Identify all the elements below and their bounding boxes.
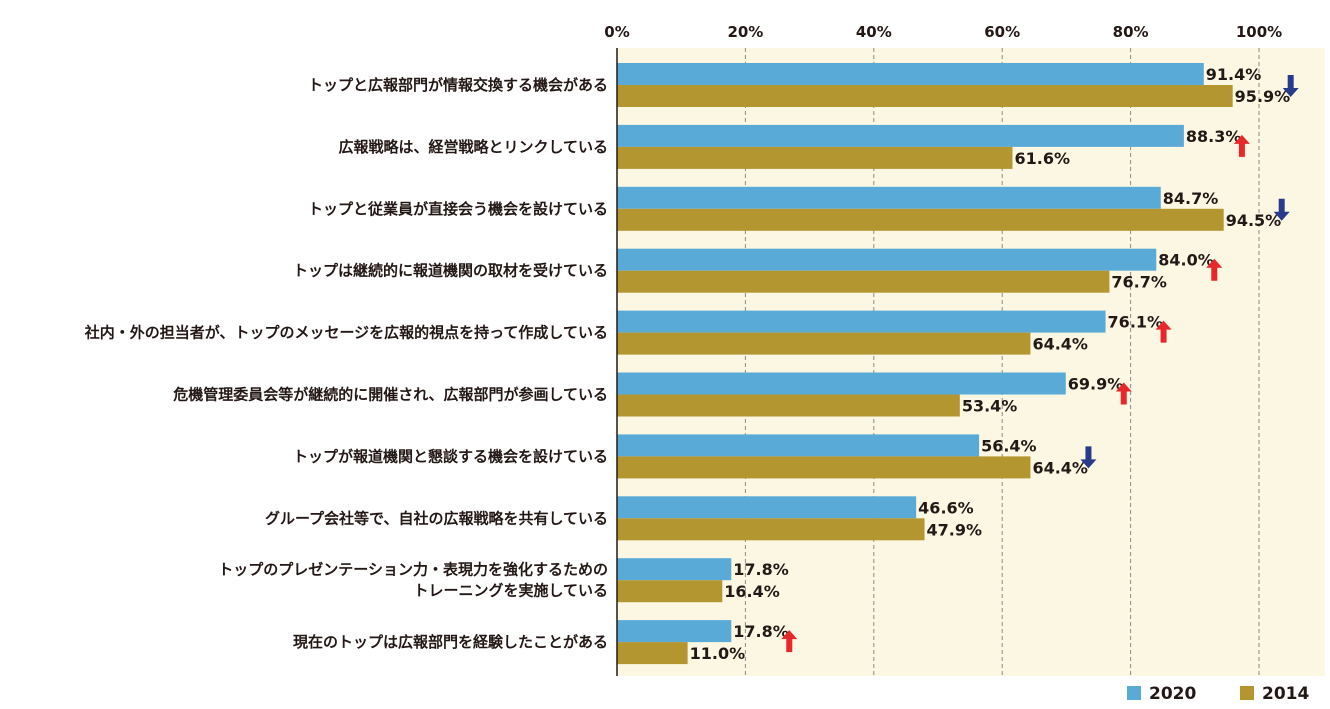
x-tick-label: 100% [1236, 23, 1282, 41]
bar-2020 [617, 558, 732, 581]
bar-2020 [617, 186, 1161, 209]
data-label-2014: 94.5% [1226, 211, 1282, 230]
category-label: 危機管理委員会等が継続的に開催され、広報部門が参画している [173, 386, 608, 404]
category-label: トップのプレゼンテーション力・表現力を強化するための [218, 561, 608, 579]
legend-swatch-2014 [1240, 686, 1254, 700]
x-tick-label: 60% [984, 23, 1020, 41]
bar-2014 [617, 394, 960, 417]
arrow-down-icon [1282, 75, 1299, 97]
category-label: 現在のトップは広報部門を経験したことがある [293, 633, 608, 651]
bar-2020 [617, 496, 917, 519]
data-label-2014: 11.0% [690, 644, 746, 663]
data-label-2020: 84.7% [1163, 189, 1219, 208]
data-label-2014: 53.4% [962, 397, 1018, 416]
data-label-2020: 91.4% [1206, 65, 1262, 84]
data-label-2020: 84.0% [1158, 251, 1214, 270]
bar-2014 [617, 518, 925, 541]
arrow-up-icon [1233, 134, 1250, 157]
category-label: グループ会社等で、自社の広報戦略を共有している [265, 509, 608, 527]
data-label-2020: 56.4% [981, 436, 1037, 455]
x-tick-label: 40% [856, 23, 892, 41]
category-label: トレーニングを実施している [413, 582, 608, 600]
bar-2014 [617, 332, 1031, 355]
bar-2020 [617, 63, 1204, 85]
data-label-2014: 64.4% [1032, 458, 1088, 477]
x-tick-label: 0% [604, 23, 629, 41]
bar-2014 [617, 456, 1031, 479]
data-label-2020: 76.1% [1108, 313, 1164, 332]
arrow-up-icon [781, 630, 798, 653]
data-label-2014: 76.7% [1111, 273, 1167, 292]
x-tick-label: 20% [727, 23, 763, 41]
x-axis-ticks: 0% 20% 40% 60% 80% 100% [604, 23, 1282, 41]
arrow-up-icon [1115, 382, 1132, 405]
bar-2014 [617, 642, 688, 665]
bar-2020 [617, 124, 1184, 147]
bars: 91.4% 95.9% 88.3% 61.6% 84.7% 94.5% 84.0% 76.7%… [617, 63, 1291, 665]
bar-2020 [617, 620, 732, 643]
data-label-2020: 46.6% [918, 498, 974, 517]
category-label: 広報戦略は、経営戦略とリンクしている [338, 138, 608, 156]
data-label-2020: 17.8% [733, 622, 789, 641]
trend-arrows [781, 75, 1299, 653]
category-label: トップと広報部門が情報交換する機会がある [308, 76, 608, 94]
data-label-2020: 17.8% [733, 560, 789, 579]
bar-2020 [617, 248, 1157, 271]
category-labels: トップと広報部門が情報交換する機会がある広報戦略は、経営戦略とリンクしているトッ… [84, 76, 608, 651]
arrow-down-icon [1080, 446, 1097, 469]
data-label-2020: 69.9% [1068, 375, 1124, 394]
data-label-2014: 61.6% [1014, 149, 1070, 168]
category-label: 社内・外の担当者が、トップのメッセージを広報的視点を持って作成している [84, 324, 608, 342]
bar-2020 [617, 310, 1106, 333]
bar-2020 [617, 434, 980, 457]
legend: 2020 2014 [1127, 684, 1309, 704]
bar-2014 [617, 580, 723, 603]
data-label-2014: 64.4% [1032, 335, 1088, 354]
legend-label-2020: 2020 [1149, 684, 1196, 704]
data-label-2020: 88.3% [1186, 127, 1242, 146]
arrow-up-icon [1155, 320, 1172, 343]
x-tick-label: 80% [1113, 23, 1149, 41]
bar-2014 [617, 208, 1224, 231]
category-label: トップは継続的に報道機関の取材を受けている [293, 262, 608, 280]
bar-2020 [617, 372, 1066, 395]
legend-label-2014: 2014 [1262, 684, 1309, 704]
data-label-2014: 95.9% [1235, 87, 1291, 106]
bar-2014 [617, 270, 1110, 293]
data-label-2014: 47.9% [927, 520, 983, 539]
category-label: トップが報道機関と懇談する機会を設けている [293, 447, 608, 465]
category-label: トップと従業員が直接会う機会を設けている [308, 200, 608, 218]
bar-2014 [617, 85, 1233, 107]
data-label-2014: 16.4% [724, 582, 780, 601]
arrow-up-icon [1206, 258, 1223, 281]
arrow-down-icon [1273, 198, 1290, 221]
bar-2014 [617, 146, 1013, 169]
legend-swatch-2020 [1127, 686, 1141, 700]
